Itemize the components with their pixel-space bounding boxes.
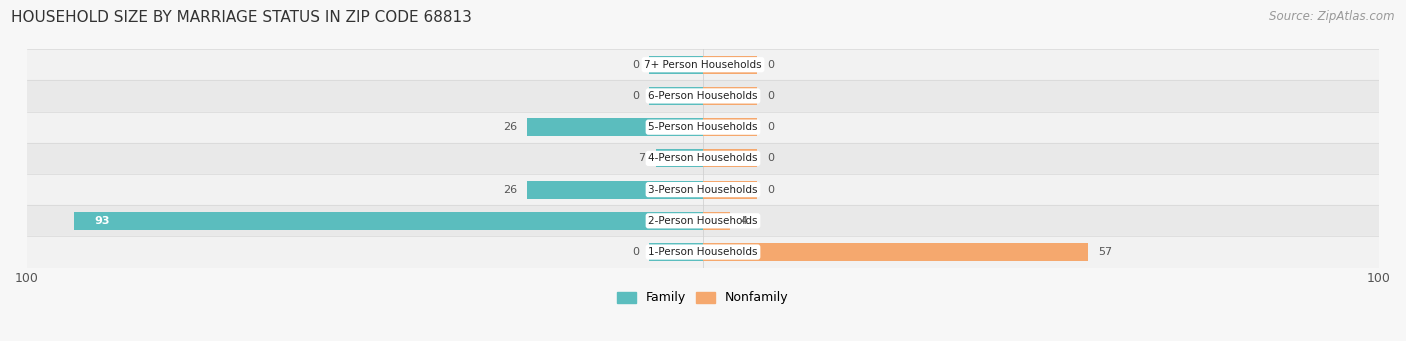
Bar xyxy=(27,49,1379,80)
Text: 4-Person Households: 4-Person Households xyxy=(648,153,758,163)
Bar xyxy=(655,149,703,167)
Text: 7+ Person Households: 7+ Person Households xyxy=(644,60,762,70)
Text: HOUSEHOLD SIZE BY MARRIAGE STATUS IN ZIP CODE 68813: HOUSEHOLD SIZE BY MARRIAGE STATUS IN ZIP… xyxy=(11,10,472,25)
Bar xyxy=(27,80,1379,112)
Text: 0: 0 xyxy=(768,153,775,163)
Legend: Family, Nonfamily: Family, Nonfamily xyxy=(612,286,794,310)
Bar xyxy=(650,87,703,105)
Text: 26: 26 xyxy=(503,122,517,132)
Text: 4: 4 xyxy=(740,216,748,226)
Bar xyxy=(527,180,703,199)
Bar xyxy=(703,149,756,167)
Text: 3-Person Households: 3-Person Households xyxy=(648,184,758,195)
Bar xyxy=(27,143,1379,174)
Bar xyxy=(703,118,756,136)
Bar xyxy=(650,56,703,74)
Bar xyxy=(703,87,756,105)
Text: 0: 0 xyxy=(631,247,638,257)
Text: 2-Person Households: 2-Person Households xyxy=(648,216,758,226)
Bar xyxy=(703,56,756,74)
Bar xyxy=(27,236,1379,268)
Text: 0: 0 xyxy=(768,91,775,101)
Text: 0: 0 xyxy=(768,184,775,195)
Bar xyxy=(703,180,756,199)
Text: 1-Person Households: 1-Person Households xyxy=(648,247,758,257)
Bar xyxy=(75,212,703,230)
Text: 0: 0 xyxy=(631,91,638,101)
Text: 57: 57 xyxy=(1098,247,1112,257)
Bar xyxy=(527,118,703,136)
Bar xyxy=(27,205,1379,236)
Bar xyxy=(703,212,730,230)
Text: 6-Person Households: 6-Person Households xyxy=(648,91,758,101)
Text: 93: 93 xyxy=(94,216,110,226)
Text: 5-Person Households: 5-Person Households xyxy=(648,122,758,132)
Text: Source: ZipAtlas.com: Source: ZipAtlas.com xyxy=(1270,10,1395,23)
Bar xyxy=(27,174,1379,205)
Bar xyxy=(650,243,703,261)
Bar xyxy=(27,112,1379,143)
Text: 0: 0 xyxy=(768,60,775,70)
Bar xyxy=(703,243,1088,261)
Text: 7: 7 xyxy=(638,153,645,163)
Text: 26: 26 xyxy=(503,184,517,195)
Text: 0: 0 xyxy=(768,122,775,132)
Text: 0: 0 xyxy=(631,60,638,70)
